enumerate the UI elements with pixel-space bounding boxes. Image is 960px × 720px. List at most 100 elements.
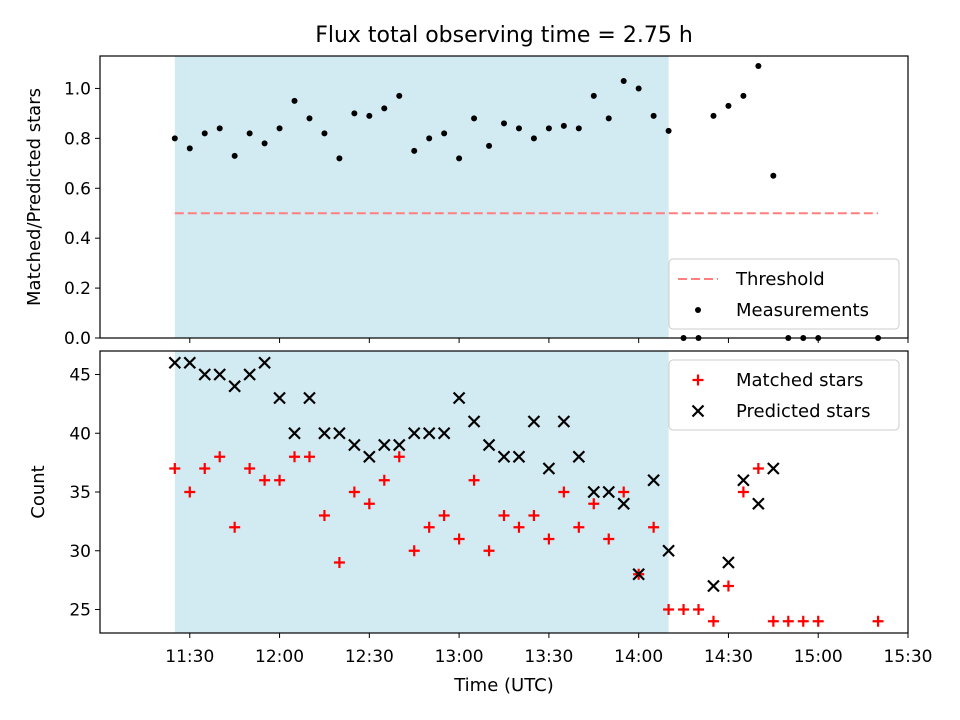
data-point	[333, 557, 345, 568]
y-tick-label: 0.2	[64, 279, 91, 299]
data-point	[707, 579, 720, 593]
data-point	[214, 451, 226, 463]
data-point	[770, 172, 777, 179]
data-point	[527, 415, 541, 428]
data-point	[396, 92, 403, 99]
data-point	[171, 135, 178, 142]
data-point	[497, 450, 511, 464]
x-tick-label: 11:30	[165, 647, 214, 667]
data-point	[303, 451, 315, 463]
data-point	[530, 135, 537, 142]
data-point	[542, 462, 556, 475]
data-point	[291, 97, 298, 104]
x-tick-label: 13:30	[524, 647, 573, 667]
chart-title: Flux total observing time = 2.75 h	[315, 23, 693, 48]
data-point	[486, 142, 493, 149]
top-y-axis-label: Matched/Predicted stars	[24, 88, 45, 306]
x-tick-label: 15:00	[794, 647, 843, 667]
data-point	[213, 368, 226, 381]
data-point	[725, 102, 732, 109]
data-point	[336, 155, 343, 162]
data-point	[543, 533, 555, 545]
data-point	[168, 356, 182, 370]
data-point	[575, 125, 582, 132]
data-point	[707, 615, 719, 627]
data-point	[184, 486, 196, 498]
data-point	[261, 140, 268, 147]
y-tick-label: 0.0	[64, 329, 91, 349]
data-point	[246, 130, 253, 137]
data-point	[393, 451, 405, 463]
x-tick-label: 12:00	[255, 647, 304, 667]
y-tick-label: 0.8	[64, 129, 91, 149]
data-point	[501, 120, 507, 127]
plot-layer: 0.0 0.2 0.4 0.6 0.8 1.0 Threshold Measurements 1…	[64, 55, 933, 667]
data-point	[407, 426, 421, 440]
data-point	[186, 145, 193, 152]
data-point	[216, 125, 223, 132]
data-point	[573, 521, 585, 533]
data-point	[348, 438, 361, 452]
legend-label: Predicted stars	[736, 401, 870, 422]
data-point	[605, 115, 612, 122]
data-point	[366, 112, 373, 119]
data-point	[306, 115, 313, 122]
data-point	[333, 426, 346, 440]
data-point	[468, 474, 480, 486]
data-point	[752, 497, 765, 511]
shaded-interval	[174, 56, 669, 338]
data-point	[587, 485, 601, 499]
data-point	[411, 147, 418, 154]
data-point	[632, 567, 645, 581]
data-point	[602, 485, 616, 499]
legend-label: Measurements	[736, 300, 869, 321]
data-point	[199, 463, 211, 474]
data-point	[650, 112, 657, 119]
series-measurements	[171, 62, 882, 341]
data-point	[471, 115, 478, 122]
data-point	[452, 391, 466, 405]
x-tick-label: 14:00	[614, 647, 663, 667]
data-point	[767, 462, 780, 475]
data-point	[169, 463, 181, 474]
x-tick-label: 13:00	[435, 647, 484, 667]
data-point	[321, 130, 328, 137]
y-tick-label: 30	[69, 542, 91, 562]
legend-marker	[695, 307, 701, 313]
data-point	[183, 356, 197, 370]
data-point	[767, 615, 779, 627]
data-point	[273, 391, 286, 405]
axes-frame	[99, 55, 909, 339]
data-point	[617, 497, 630, 511]
data-point	[737, 486, 749, 498]
data-point	[482, 438, 496, 452]
data-point	[648, 521, 660, 533]
data-point	[483, 545, 495, 557]
data-point	[467, 415, 481, 428]
data-point	[782, 615, 794, 627]
data-point	[635, 85, 642, 92]
data-point	[363, 450, 376, 464]
data-point	[392, 438, 406, 452]
data-point	[722, 580, 734, 592]
axes-frame	[99, 350, 909, 634]
data-point	[710, 112, 717, 119]
panel-2: 11:30 12:00 12:30 13:00 13:30 14:00 14:30 15:00…	[69, 350, 933, 667]
data-point	[647, 473, 660, 487]
data-point	[528, 510, 540, 521]
y-tick-label: 40	[69, 424, 91, 444]
series-matched-stars	[169, 451, 884, 627]
data-point	[231, 152, 238, 159]
data-point	[318, 510, 330, 521]
y-tick-label: 0.6	[64, 179, 91, 199]
y-tick-label: 35	[69, 483, 91, 503]
data-point	[812, 615, 824, 627]
y-tick-label: 0.4	[64, 229, 91, 249]
data-point	[437, 426, 451, 440]
data-point	[545, 125, 552, 132]
data-point	[590, 92, 597, 99]
data-point	[318, 426, 331, 440]
data-point	[513, 521, 525, 533]
legend-box	[668, 258, 900, 330]
data-point	[678, 604, 690, 615]
